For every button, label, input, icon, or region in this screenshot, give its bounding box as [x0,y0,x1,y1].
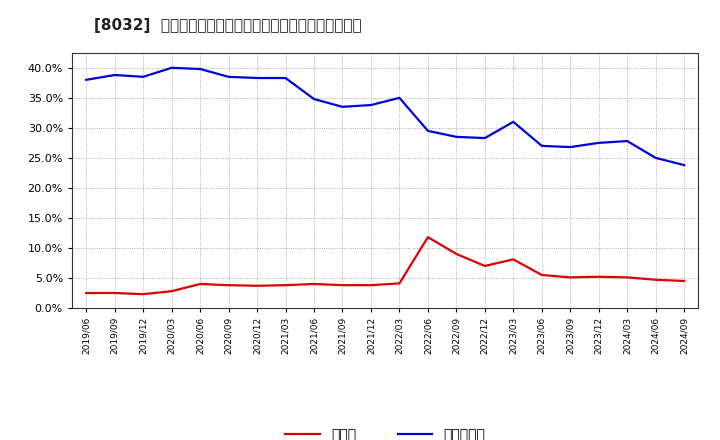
現頲金 [366,282,375,288]
有利子負債 [680,162,688,168]
現頲金 [423,235,432,240]
現頲金 [395,281,404,286]
有利子負債 [509,119,518,125]
現頲金 [680,279,688,284]
Line: 現頲金: 現頲金 [86,237,684,294]
現頲金 [196,281,204,286]
有利子負債 [167,65,176,70]
現頲金 [139,292,148,297]
有利子負債 [652,155,660,161]
有利子負債 [623,139,631,144]
有利子負債 [395,95,404,100]
現頲金 [282,282,290,288]
現頲金 [566,275,575,280]
有利子負債 [537,143,546,149]
現頲金 [537,272,546,278]
有利子負債 [310,96,318,102]
有利子負債 [225,74,233,80]
有利子負債 [566,144,575,150]
現頲金 [82,290,91,296]
現頲金 [509,257,518,262]
現頲金 [167,289,176,294]
有利子負債 [253,75,261,81]
Text: [8032]  現頲金、有利子負債の総資産に対する比率の推移: [8032] 現頲金、有利子負債の総資産に対する比率の推移 [94,18,361,33]
現頲金 [310,281,318,286]
有利子負債 [82,77,91,82]
有利子負債 [338,104,347,110]
現頲金 [623,275,631,280]
現頲金 [652,277,660,282]
現頲金 [253,283,261,289]
有利子負債 [196,66,204,72]
有利子負債 [452,134,461,139]
現頲金 [480,263,489,268]
現頲金 [338,282,347,288]
有利子負債 [139,74,148,80]
有利子負債 [595,140,603,146]
現頲金 [595,274,603,279]
Legend: 現頲金, 有利子負債: 現頲金, 有利子負債 [279,422,491,440]
有利子負債 [480,136,489,141]
現頲金 [225,282,233,288]
Line: 有利子負債: 有利子負債 [86,68,684,165]
現頲金 [452,251,461,257]
有利子負債 [110,72,119,77]
有利子負債 [282,75,290,81]
現頲金 [110,290,119,296]
有利子負債 [366,103,375,108]
有利子負債 [423,128,432,133]
